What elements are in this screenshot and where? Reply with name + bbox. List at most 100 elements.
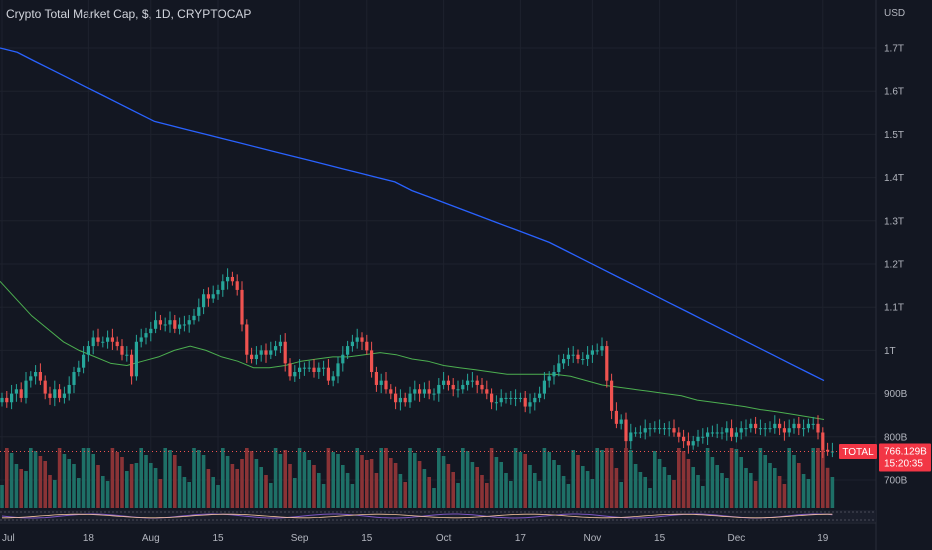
candle-body	[710, 432, 714, 434]
candle-body	[298, 367, 302, 372]
candle-body	[278, 341, 282, 347]
volume-bar	[355, 448, 359, 508]
candle-body	[509, 397, 513, 399]
volume-bar	[681, 451, 686, 508]
volume-bar	[451, 472, 455, 508]
volume-bar	[753, 481, 758, 508]
candle-body	[547, 376, 551, 381]
volume-bar	[38, 456, 43, 508]
volume-bar	[398, 474, 403, 508]
candle-body	[77, 367, 81, 372]
candle-body	[466, 380, 470, 385]
volume-bar	[509, 481, 513, 508]
candle-body	[667, 428, 671, 430]
volume-bar	[605, 448, 609, 508]
candle-body	[216, 289, 220, 295]
time-tick-label: Nov	[584, 533, 602, 544]
candle-body	[240, 289, 244, 325]
symbol-label: TOTAL	[842, 447, 874, 458]
volume-bar	[485, 483, 489, 508]
candle-body	[758, 428, 762, 430]
candle-body	[562, 359, 566, 364]
last-price-value: 766.129B	[884, 446, 927, 457]
candle-body	[749, 423, 753, 429]
candle-body	[264, 350, 268, 355]
volume-bar	[192, 448, 196, 508]
volume-bar	[787, 448, 791, 508]
volume-bar	[24, 471, 28, 508]
volume-bar	[465, 451, 470, 508]
volume-bar	[393, 463, 398, 508]
volume-bar	[513, 448, 518, 508]
candle-body	[581, 359, 585, 361]
candle-body	[158, 320, 162, 325]
candle-body	[106, 337, 110, 342]
volume-bar	[288, 464, 292, 508]
volume-bar	[331, 452, 335, 508]
candle-body	[542, 380, 546, 394]
candle-body	[658, 428, 662, 430]
candle-body	[720, 432, 724, 434]
volume-bar	[120, 457, 124, 508]
candle-body	[480, 384, 484, 390]
volume-bar	[662, 467, 667, 508]
candle-body	[115, 341, 119, 347]
candle-body	[427, 389, 431, 394]
candle-body	[691, 441, 695, 446]
candle-body	[600, 346, 604, 351]
price-candles	[0, 268, 834, 458]
time-axis[interactable]: Jul 18 Aug 15 Sep 15 Oct 17 Nov 15 Dec 19	[2, 533, 829, 544]
volume-bar	[557, 465, 561, 508]
candle-body	[533, 397, 537, 403]
candle-body	[538, 393, 542, 398]
volume-bar	[360, 455, 364, 508]
volume-bar	[139, 448, 143, 508]
time-tick-label: 17	[515, 533, 527, 544]
candle-body	[682, 436, 686, 442]
candle-body	[701, 436, 705, 438]
volume-bar	[758, 448, 763, 508]
candle-body	[139, 337, 143, 342]
candle-body	[5, 397, 9, 403]
oscillator-background	[0, 510, 876, 522]
candle-body	[394, 393, 398, 403]
candle-body	[197, 307, 201, 316]
volume-bar	[182, 477, 187, 508]
price-axis[interactable]: USD 1.7T 1.6T 1.5T 1.4T 1.3T 1.2T 1.1T 1T 900B 80…	[884, 8, 908, 487]
volume-bar	[369, 459, 374, 508]
candle-body	[442, 380, 446, 385]
candle-body	[787, 428, 791, 433]
volume-bar	[667, 475, 671, 508]
volume-bar	[91, 454, 95, 508]
candle-body	[144, 333, 148, 338]
candle-body	[595, 350, 599, 352]
volume-bar	[163, 448, 167, 508]
volume-bar	[777, 476, 782, 508]
volume-bar	[321, 484, 326, 508]
candle-body	[312, 367, 316, 372]
volume-bar	[158, 479, 163, 508]
candle-body	[130, 354, 134, 377]
candle-body	[67, 384, 71, 394]
volume-bar	[245, 448, 249, 508]
candle-body	[782, 428, 786, 433]
volume-bar	[326, 448, 331, 508]
candle-body	[643, 428, 647, 433]
candle-body	[576, 354, 580, 360]
candle-body	[816, 423, 820, 433]
volume-bar	[9, 453, 14, 508]
volume-bar	[62, 454, 67, 508]
candle-body	[826, 449, 830, 452]
chart-title: Crypto Total Market Cap, $, 1D, CRYPTOCA…	[6, 7, 252, 21]
candle-body	[91, 337, 95, 347]
volume-bar	[470, 462, 475, 508]
volume-bar	[489, 448, 494, 508]
volume-bar	[437, 448, 441, 508]
volume-bar	[206, 469, 211, 508]
candle-body	[638, 432, 642, 434]
volume-bar	[403, 482, 407, 508]
candle-body	[797, 423, 801, 429]
candle-body	[370, 350, 374, 372]
